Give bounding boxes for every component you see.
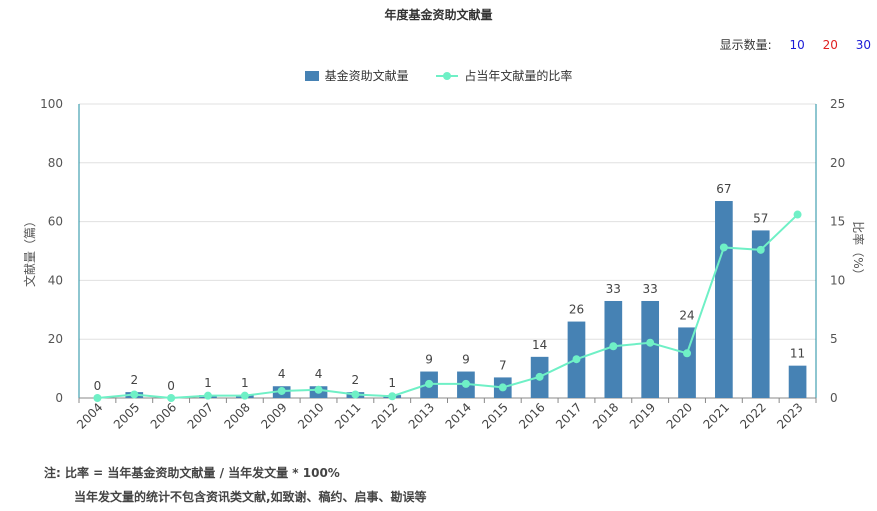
bar-data-label: 0 <box>167 379 175 393</box>
x-tick-label: 2011 <box>332 400 363 431</box>
ratio-point <box>351 390 360 399</box>
ratio-point <box>609 342 618 351</box>
x-tick-label: 2022 <box>737 400 768 431</box>
ratio-point <box>388 392 397 401</box>
x-tick-label: 2006 <box>148 400 179 431</box>
ratio-point <box>277 386 286 395</box>
x-tick-label: 2010 <box>295 400 326 431</box>
legend-line-swatch <box>436 71 459 81</box>
x-tick-label: 2016 <box>516 400 547 431</box>
bar-data-label: 9 <box>462 353 470 367</box>
x-tick-label: 2019 <box>627 400 658 431</box>
ratio-point <box>425 379 434 388</box>
bar-data-label: 4 <box>278 367 286 381</box>
bar-data-label: 7 <box>499 358 507 372</box>
x-tick-label: 2007 <box>185 400 216 431</box>
x-tick-label: 2012 <box>369 400 400 431</box>
bar-data-label: 2 <box>130 373 138 387</box>
y2-tick-label: 15 <box>830 215 845 229</box>
bar-data-label: 11 <box>790 347 805 361</box>
bar-data-label: 0 <box>94 379 102 393</box>
x-tick-label: 2014 <box>443 400 474 431</box>
ratio-point <box>535 372 544 381</box>
legend-bar-label: 基金资助文献量 <box>324 69 409 83</box>
x-tick-label: 2015 <box>479 400 510 431</box>
y-tick-label: 100 <box>40 97 63 111</box>
y-tick-label: 80 <box>48 156 63 170</box>
ratio-point <box>793 210 802 219</box>
bar-data-label: 1 <box>388 376 396 390</box>
y2-tick-label: 25 <box>830 97 845 111</box>
x-tick-label: 2013 <box>406 400 437 431</box>
bar <box>788 365 807 398</box>
bar-data-label: 33 <box>606 282 621 296</box>
x-tick-label: 2021 <box>700 400 731 431</box>
y-tick-label: 20 <box>48 332 63 346</box>
display-count-option-20[interactable]: 20 <box>822 38 838 52</box>
ratio-point <box>461 379 470 388</box>
bar <box>641 300 660 398</box>
ratio-point <box>240 391 249 400</box>
bar <box>678 327 696 398</box>
x-tick-label: 2009 <box>258 400 289 431</box>
bar-data-label: 26 <box>569 303 584 317</box>
bar-data-label: 2 <box>352 373 360 387</box>
ratio-point <box>203 391 212 400</box>
bar-data-label: 67 <box>716 182 731 196</box>
y-tick-label: 60 <box>48 215 63 229</box>
chart-note: 注: 比率 = 当年基金资助文献量 / 当年发文量 * 100% 当年发文量的统… <box>44 461 427 509</box>
bar-data-label: 24 <box>679 308 694 322</box>
display-count-selector: 显示数量: 10 20 30 <box>720 36 871 53</box>
ratio-point <box>756 245 765 254</box>
y-axis-title: 文献量（篇） <box>22 215 37 287</box>
bar-data-label: 33 <box>643 282 658 296</box>
bar-data-label: 1 <box>241 376 249 390</box>
ratio-point <box>130 390 139 399</box>
x-tick-label: 2008 <box>221 400 252 431</box>
y2-axis-title: 比率（%） <box>851 221 866 280</box>
x-tick-label: 2005 <box>111 400 142 431</box>
ratio-point <box>498 383 507 392</box>
ratio-point <box>93 394 102 402</box>
y-tick-label: 40 <box>48 273 63 287</box>
chart-title: 年度基金资助文献量 <box>384 8 493 22</box>
x-tick-label: 2020 <box>664 400 695 431</box>
bar-data-label: 1 <box>204 376 212 390</box>
y-tick-label: 0 <box>55 391 63 405</box>
ratio-line <box>97 213 799 400</box>
x-tick-label: 2023 <box>774 400 805 431</box>
y2-tick-label: 0 <box>830 391 838 405</box>
display-count-label: 显示数量: <box>719 38 772 52</box>
ratio-point <box>167 394 176 402</box>
y2-tick-label: 5 <box>830 332 838 346</box>
bar-data-label: 14 <box>532 338 547 352</box>
x-tick-label: 2004 <box>74 400 105 431</box>
bar <box>715 201 733 398</box>
ratio-point <box>683 349 692 358</box>
legend-item-line-series[interactable]: 占当年文献量的比率 <box>436 67 572 84</box>
chart-legend: 基金资助文献量 占当年文献量的比率 <box>0 67 877 84</box>
bar-data-label: 9 <box>425 353 433 367</box>
ratio-point <box>314 385 323 394</box>
display-count-option-10[interactable]: 10 <box>789 38 805 52</box>
y2-tick-label: 10 <box>830 273 845 287</box>
legend-line-label: 占当年文献量的比率 <box>464 69 573 83</box>
ratio-point <box>572 355 581 364</box>
y2-tick-label: 20 <box>830 156 845 170</box>
note-exclusion: 当年发文量的统计不包含资讯类文献,如致谢、稿约、启事、勘误等 <box>74 490 427 504</box>
x-tick-label: 2018 <box>590 400 621 431</box>
legend-bar-swatch <box>304 70 319 81</box>
bar <box>751 230 770 398</box>
legend-item-bar-series[interactable]: 基金资助文献量 <box>304 67 409 84</box>
note-formula: 注: 比率 = 当年基金资助文献量 / 当年发文量 * 100% <box>44 466 340 480</box>
ratio-point <box>719 243 728 252</box>
bar-data-label: 57 <box>753 211 768 225</box>
bar-data-label: 4 <box>315 367 323 381</box>
display-count-option-30[interactable]: 30 <box>855 38 871 52</box>
ratio-point <box>646 338 655 347</box>
x-tick-label: 2017 <box>553 400 584 431</box>
